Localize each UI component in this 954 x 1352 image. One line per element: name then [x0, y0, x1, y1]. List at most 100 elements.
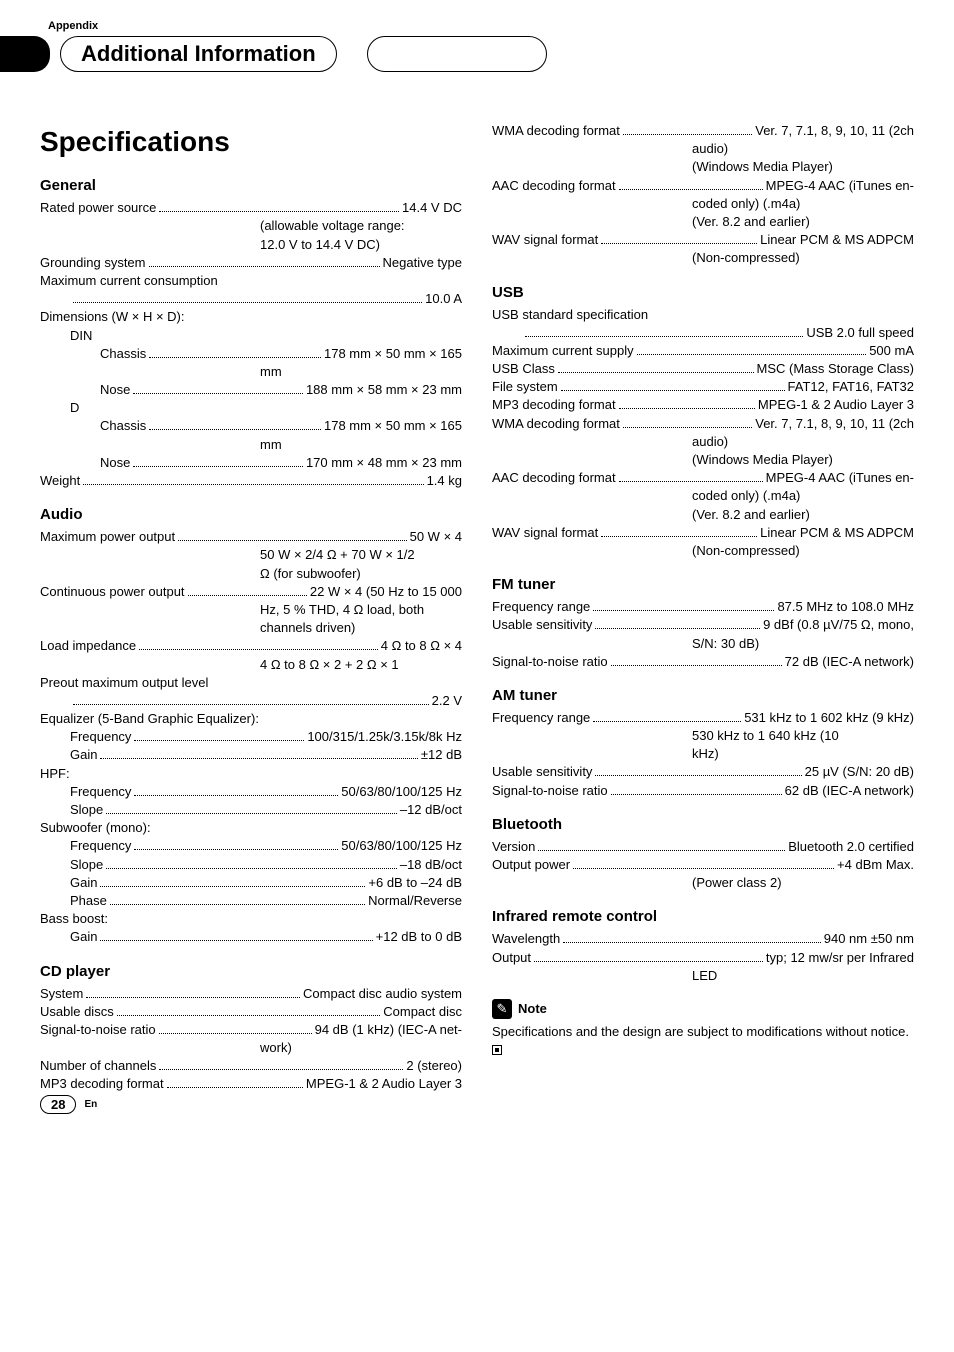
spec-val: Ver. 7, 7.1, 8, 9, 10, 11 (2ch: [755, 122, 914, 140]
spec-val: Linear PCM & MS ADPCM: [760, 524, 914, 542]
page-footer: 28 En: [40, 1095, 97, 1114]
spec-key: Frequency: [70, 783, 131, 801]
spec-key: DIN: [40, 327, 462, 345]
spec-val: 531 kHz to 1 602 kHz (9 kHz): [744, 709, 914, 727]
spec-key: Number of channels: [40, 1057, 156, 1075]
spec-val: MPEG-4 AAC (iTunes en-: [766, 177, 914, 195]
spec-cont: coded only) (.m4a): [492, 195, 914, 213]
lang-label: En: [84, 1099, 97, 1110]
section-am: AM tuner: [492, 685, 914, 706]
note-label: Note: [518, 1000, 547, 1018]
spec-key: Continuous power output: [40, 583, 185, 601]
spec-val: MSC (Mass Storage Class): [757, 360, 914, 378]
spec-key: Gain: [70, 874, 97, 892]
spec-key: Bass boost:: [40, 910, 462, 928]
spec-cont: mm: [40, 363, 462, 381]
spec-cont: kHz): [492, 745, 914, 763]
spec-val: typ; 12 mw/sr per Infrared: [766, 949, 914, 967]
spec-key: Usable discs: [40, 1003, 114, 1021]
spec-val: 94 dB (1 kHz) (IEC-A net-: [315, 1021, 462, 1039]
spec-key: WAV signal format: [492, 524, 598, 542]
spec-key: Frequency range: [492, 709, 590, 727]
spec-cont: (Power class 2): [492, 874, 914, 892]
spec-key: Maximum current consumption: [40, 272, 462, 290]
spec-key: Signal-to-noise ratio: [40, 1021, 156, 1039]
spec-val: +6 dB to –24 dB: [368, 874, 462, 892]
left-column: Specifications General Rated power sourc…: [40, 122, 462, 1094]
spec-val: 178 mm × 50 mm × 165: [324, 345, 462, 363]
spec-key: Subwoofer (mono):: [40, 819, 462, 837]
spec-val: Linear PCM & MS ADPCM: [760, 231, 914, 249]
spec-val: 188 mm × 58 mm × 23 mm: [306, 381, 462, 399]
spec-cont: (Non-compressed): [492, 542, 914, 560]
spec-key: WMA decoding format: [492, 122, 620, 140]
header-pill-empty: [367, 36, 547, 72]
spec-key: MP3 decoding format: [40, 1075, 164, 1093]
spec-key: Frequency: [70, 837, 131, 855]
spec-val: 87.5 MHz to 108.0 MHz: [777, 598, 914, 616]
spec-val: 62 dB (IEC-A network): [785, 782, 914, 800]
end-mark-icon: [492, 1045, 502, 1055]
spec-key: AAC decoding format: [492, 177, 616, 195]
spec-cont: (Ver. 8.2 and earlier): [492, 506, 914, 524]
spec-val: Compact disc audio system: [303, 985, 462, 1003]
spec-cont: (Windows Media Player): [492, 158, 914, 176]
spec-key: Gain: [70, 746, 97, 764]
spec-val: +12 dB to 0 dB: [376, 928, 462, 946]
spec-val: FAT12, FAT16, FAT32: [788, 378, 914, 396]
page-number: 28: [40, 1095, 76, 1114]
spec-val: 50 W × 4: [410, 528, 462, 546]
spec-key: Usable sensitivity: [492, 763, 592, 781]
spec-val: 2 (stereo): [406, 1057, 462, 1075]
spec-val: ±12 dB: [421, 746, 462, 764]
spec-cont: 4 Ω to 8 Ω × 2 + 2 Ω × 1: [40, 656, 462, 674]
appendix-label: Appendix: [48, 20, 914, 32]
spec-val: MPEG-4 AAC (iTunes en-: [766, 469, 914, 487]
spec-key: Chassis: [100, 345, 146, 363]
spec-val: 22 W × 4 (50 Hz to 15 000: [310, 583, 462, 601]
spec-val: 50/63/80/100/125 Hz: [341, 837, 462, 855]
section-usb: USB: [492, 282, 914, 303]
section-general: General: [40, 175, 462, 196]
header-tabs: Additional Information: [40, 36, 914, 72]
spec-val: Compact disc: [383, 1003, 462, 1021]
spec-cont: 12.0 V to 14.4 V DC): [40, 236, 462, 254]
spec-cont: (Ver. 8.2 and earlier): [492, 213, 914, 231]
spec-cont: coded only) (.m4a): [492, 487, 914, 505]
spec-cont: LED: [492, 967, 914, 985]
spec-val: 4 Ω to 8 Ω × 4: [381, 637, 462, 655]
spec-key: Chassis: [100, 417, 146, 435]
spec-cont: channels driven): [40, 619, 462, 637]
spec-val: 10.0 A: [425, 290, 462, 308]
pencil-icon: ✎: [492, 999, 512, 1019]
spec-val: 9 dBf (0.8 µV/75 Ω, mono,: [763, 616, 914, 634]
spec-key: Version: [492, 838, 535, 856]
spec-key: System: [40, 985, 83, 1003]
spec-key: USB standard specification: [492, 306, 914, 324]
spec-key: USB Class: [492, 360, 555, 378]
spec-cont: (Windows Media Player): [492, 451, 914, 469]
spec-val: 178 mm × 50 mm × 165: [324, 417, 462, 435]
note-header: ✎ Note: [492, 999, 914, 1019]
spec-key: MP3 decoding format: [492, 396, 616, 414]
spec-val: USB 2.0 full speed: [806, 324, 914, 342]
spec-val: 940 nm ±50 nm: [824, 930, 914, 948]
section-bluetooth: Bluetooth: [492, 814, 914, 835]
spec-key: Rated power source: [40, 199, 156, 217]
spec-key: Nose: [100, 381, 130, 399]
spec-key: Signal-to-noise ratio: [492, 782, 608, 800]
spec-val: –12 dB/oct: [400, 801, 462, 819]
spec-val: MPEG-1 & 2 Audio Layer 3: [758, 396, 914, 414]
spec-val: 72 dB (IEC-A network): [785, 653, 914, 671]
spec-val: 14.4 V DC: [402, 199, 462, 217]
spec-key: Wavelength: [492, 930, 560, 948]
section-audio: Audio: [40, 504, 462, 525]
spec-cont: Hz, 5 % THD, 4 Ω load, both: [40, 601, 462, 619]
black-tab: [0, 36, 50, 72]
spec-key: Gain: [70, 928, 97, 946]
spec-val: 50/63/80/100/125 Hz: [341, 783, 462, 801]
spec-val: +4 dBm Max.: [837, 856, 914, 874]
spec-key: Weight: [40, 472, 80, 490]
spec-key: Maximum current supply: [492, 342, 634, 360]
spec-val: Bluetooth 2.0 certified: [788, 838, 914, 856]
